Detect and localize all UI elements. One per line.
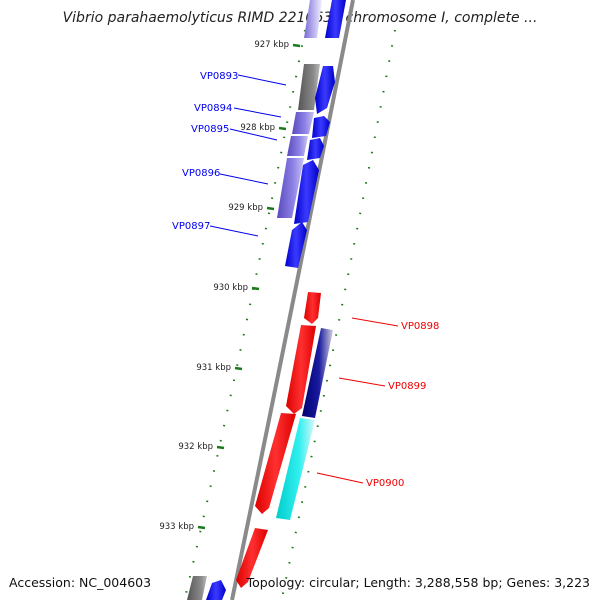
gene-label[interactable]: VP0894 — [194, 103, 232, 114]
gene-label-connector — [338, 377, 386, 387]
gene-label-connector — [219, 173, 269, 185]
gene-arrow[interactable] — [315, 66, 335, 114]
outer-track-features — [276, 328, 333, 520]
inner-track-features — [187, 0, 322, 600]
feature-block[interactable] — [276, 418, 315, 520]
feature-block[interactable] — [292, 112, 314, 134]
gene-label-connector — [237, 74, 287, 86]
gene-label-connector — [316, 472, 364, 484]
tick-mark — [278, 126, 287, 131]
tick-mark — [292, 43, 301, 48]
gene-label[interactable]: VP0899 — [388, 381, 426, 392]
gene-label-connector — [233, 107, 282, 118]
feature-block[interactable] — [304, 0, 322, 38]
scale-ticks: 927 kbp 928 kbp 929 kbp 930 kbp 931 kbp 932 k… — [159, 40, 301, 532]
gene-arrow[interactable] — [304, 292, 321, 324]
accession-text: Accession: NC_004603 — [9, 575, 152, 590]
gene-arrow[interactable] — [206, 580, 226, 600]
gene-label[interactable]: VP0900 — [366, 478, 404, 489]
feature-block[interactable] — [287, 136, 308, 156]
map-title: Vibrio parahaemolyticus RIMD 2210633 chr… — [62, 10, 538, 26]
tick-mark — [216, 445, 225, 450]
gene-label[interactable]: VP0897 — [172, 221, 210, 232]
tick-mark — [234, 366, 243, 371]
feature-block[interactable] — [302, 328, 333, 418]
genome-backbone — [230, 0, 355, 600]
tick-mark — [197, 525, 206, 530]
feature-block[interactable] — [298, 64, 320, 110]
tick-label: 929 kbp — [228, 203, 263, 213]
gene-arrow[interactable] — [236, 528, 268, 588]
tick-label: 927 kbp — [254, 40, 289, 50]
reverse-genes — [236, 292, 321, 588]
tick-label: 933 kbp — [159, 522, 194, 532]
tick-label: 932 kbp — [178, 442, 213, 452]
feature-block[interactable] — [187, 576, 207, 600]
gene-label[interactable]: VP0893 — [200, 71, 238, 82]
gene-label[interactable]: VP0896 — [182, 168, 220, 179]
tick-label: 928 kbp — [240, 123, 275, 133]
gene-label[interactable]: VP0895 — [191, 124, 229, 135]
gene-label-connector — [351, 317, 399, 327]
gene-label[interactable]: VP0898 — [401, 321, 439, 332]
tick-mark — [266, 206, 275, 211]
tick-label: 930 kbp — [213, 283, 248, 293]
gene-labels: VP0893 VP0894 VP0895 VP0896 VP0897 VP0898 VP08… — [172, 71, 439, 489]
gene-arrow[interactable] — [285, 222, 307, 268]
right-dotted-track — [281, 29, 396, 599]
gene-arrow[interactable] — [286, 325, 316, 414]
topology-text: Topology: circular; Length: 3,288,558 bp… — [246, 575, 590, 590]
gene-label-connector — [209, 225, 259, 237]
gene-arrow[interactable] — [312, 116, 330, 138]
forward-genes — [206, 0, 346, 600]
gene-arrow[interactable] — [307, 138, 324, 160]
feature-block[interactable] — [277, 158, 304, 218]
gene-label-connector — [229, 128, 278, 141]
gene-arrow[interactable] — [255, 413, 296, 514]
tick-mark — [251, 286, 260, 291]
gene-arrow[interactable] — [294, 160, 319, 224]
tick-label: 931 kbp — [196, 363, 231, 373]
gene-arrow[interactable] — [325, 0, 346, 38]
